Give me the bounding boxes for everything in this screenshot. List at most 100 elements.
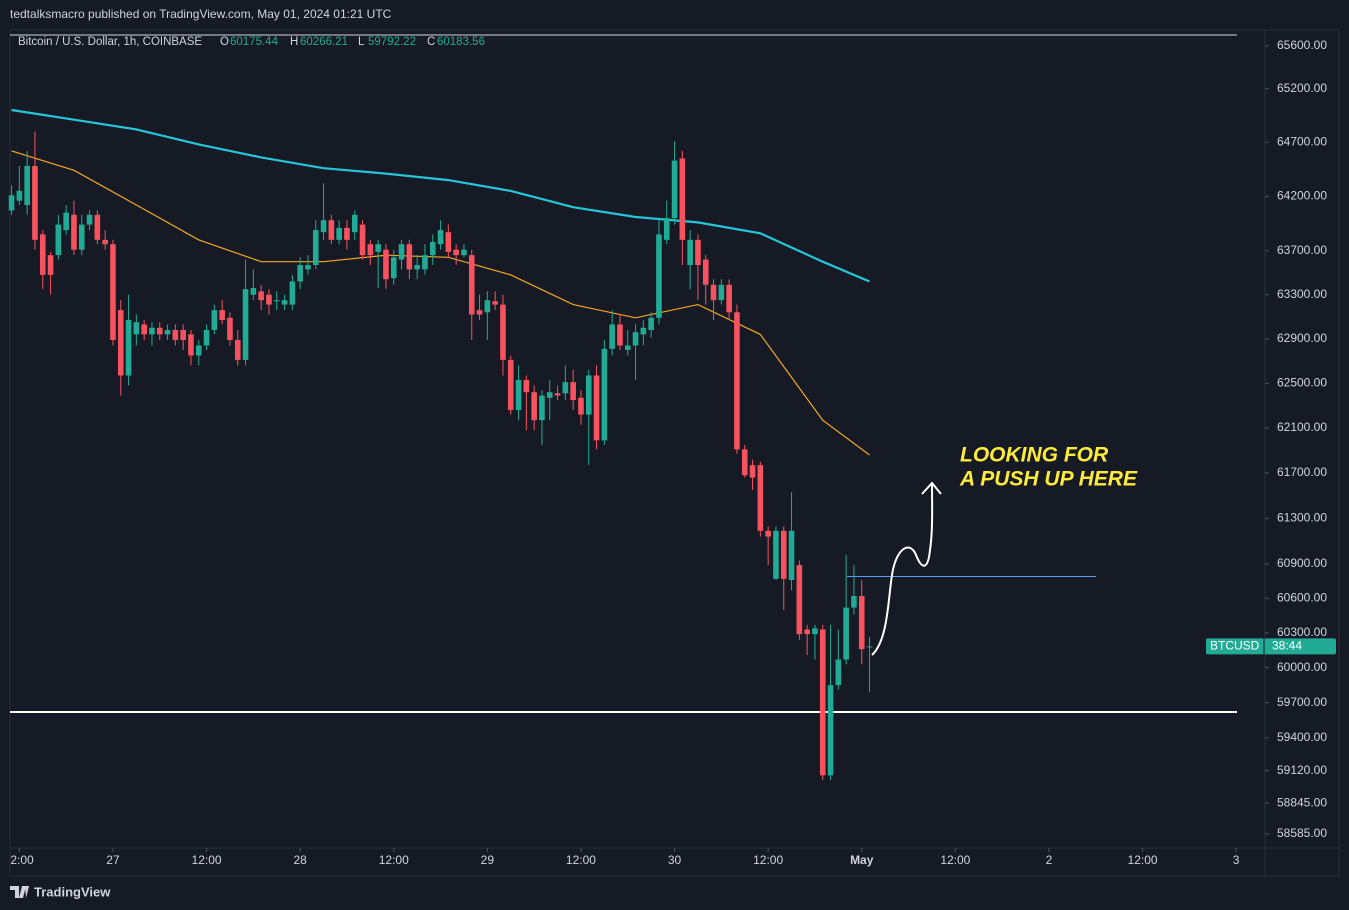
- candle-body: [149, 327, 155, 335]
- candle-body: [515, 379, 522, 411]
- candle-body: [656, 234, 662, 318]
- candle-body: [16, 190, 23, 201]
- candle-body: [320, 220, 327, 233]
- candle-body: [562, 382, 569, 394]
- candle-body: [671, 160, 678, 219]
- x-tick-label: 2: [1046, 853, 1053, 867]
- candle-body: [47, 255, 54, 275]
- candle-body: [351, 214, 358, 233]
- candle-body: [578, 397, 584, 415]
- candle-body: [312, 230, 319, 266]
- candle-body: [718, 284, 725, 301]
- x-tick-label: 12:00: [379, 853, 409, 867]
- last-price-tag: [1206, 638, 1336, 655]
- candle-body: [32, 165, 38, 240]
- candle-body: [695, 239, 701, 266]
- candle-body: [710, 284, 717, 301]
- y-tick-label: 62900.00: [1277, 331, 1327, 345]
- candle-body: [507, 359, 514, 411]
- y-tick-label: 61300.00: [1277, 511, 1327, 525]
- candle-body: [86, 214, 93, 225]
- candle-body: [211, 310, 218, 330]
- candle-body: [523, 379, 530, 393]
- y-tick-label: 59700.00: [1277, 695, 1327, 709]
- candle-body: [476, 310, 483, 315]
- footer-logo: TradingView: [10, 884, 111, 899]
- ohlc-legend: O 60175.44 H 60266.21 L 59792.22 C 60183.56: [220, 36, 485, 48]
- ohlc-letter: C: [427, 36, 435, 48]
- candle-body: [359, 224, 366, 256]
- candle-body: [741, 449, 748, 476]
- candle-body: [827, 685, 834, 776]
- x-tick-label: 12:00: [753, 853, 783, 867]
- candle-body: [117, 310, 124, 376]
- y-tick-label: 60900.00: [1277, 556, 1327, 570]
- candle-body: [110, 244, 116, 340]
- candle-body: [164, 329, 171, 335]
- annotation-line: LOOKING FOR: [960, 444, 1109, 467]
- candle-body: [757, 465, 764, 531]
- candle-body: [640, 327, 647, 335]
- candle-body: [133, 322, 140, 335]
- candle-body: [687, 239, 693, 266]
- ohlc-letter: L: [358, 36, 365, 48]
- candle-body: [601, 348, 608, 441]
- candle-body: [500, 304, 506, 360]
- candle-body: [773, 530, 779, 579]
- y-tick-label: 64200.00: [1277, 188, 1327, 202]
- x-tick-label: 12:00: [566, 853, 596, 867]
- candle-body: [398, 244, 405, 260]
- candle-body: [804, 629, 810, 635]
- candle-body: [344, 227, 350, 240]
- candle-body: [39, 234, 46, 275]
- ohlc-value: 60183.56: [437, 36, 485, 48]
- x-tick-label: 12:00: [940, 853, 970, 867]
- footer-text: TradingView: [34, 884, 111, 899]
- candle-body: [484, 300, 491, 313]
- annotation-line: A PUSH UP HERE: [959, 468, 1138, 491]
- candle-body: [663, 218, 670, 240]
- candle-body: [180, 329, 186, 340]
- candle-body: [390, 257, 397, 279]
- x-tick-label: May: [850, 853, 874, 867]
- candle-body: [835, 659, 842, 686]
- candle-body: [617, 324, 623, 346]
- y-tick-label: 63300.00: [1277, 287, 1327, 301]
- candle-body: [492, 301, 498, 305]
- frame: [9, 29, 1340, 877]
- candle-body: [141, 324, 147, 335]
- candle-body: [414, 265, 420, 270]
- countdown-tag: 38:44: [1272, 639, 1302, 653]
- y-tick-label: 60300.00: [1277, 625, 1327, 639]
- candle-body: [468, 255, 475, 315]
- ohlc-letter: O: [220, 36, 229, 48]
- ohlc-value: 60175.44: [230, 36, 279, 48]
- candle-body: [429, 242, 436, 256]
- candle-body: [734, 312, 740, 450]
- y-tick-label: 62100.00: [1277, 420, 1327, 434]
- candle-body: [242, 289, 249, 360]
- ohlc-value: 59792.22: [368, 36, 416, 48]
- candle-body: [546, 392, 553, 398]
- candle-body: [788, 530, 795, 580]
- candle-body: [227, 317, 233, 340]
- candle-body: [780, 530, 787, 579]
- candle-body: [437, 230, 444, 245]
- moving-average-line: [11, 108, 870, 283]
- x-tick-label: 12:00: [1128, 853, 1158, 867]
- ohlc-letter: H: [290, 36, 298, 48]
- y-tick-label: 63700.00: [1277, 243, 1327, 257]
- candle-body: [156, 327, 163, 335]
- candle-body: [765, 530, 771, 537]
- x-tick-label: 28: [293, 853, 307, 867]
- publisher-header: tedtalksmacro published on TradingView.c…: [10, 7, 392, 21]
- candle-body: [94, 214, 101, 240]
- y-tick-label: 61700.00: [1277, 465, 1327, 479]
- candle-body: [749, 465, 756, 478]
- y-tick-label: 59120.00: [1277, 763, 1327, 777]
- plot-area: [8, 108, 1237, 781]
- candle-body: [585, 375, 592, 415]
- candle-body: [851, 596, 857, 608]
